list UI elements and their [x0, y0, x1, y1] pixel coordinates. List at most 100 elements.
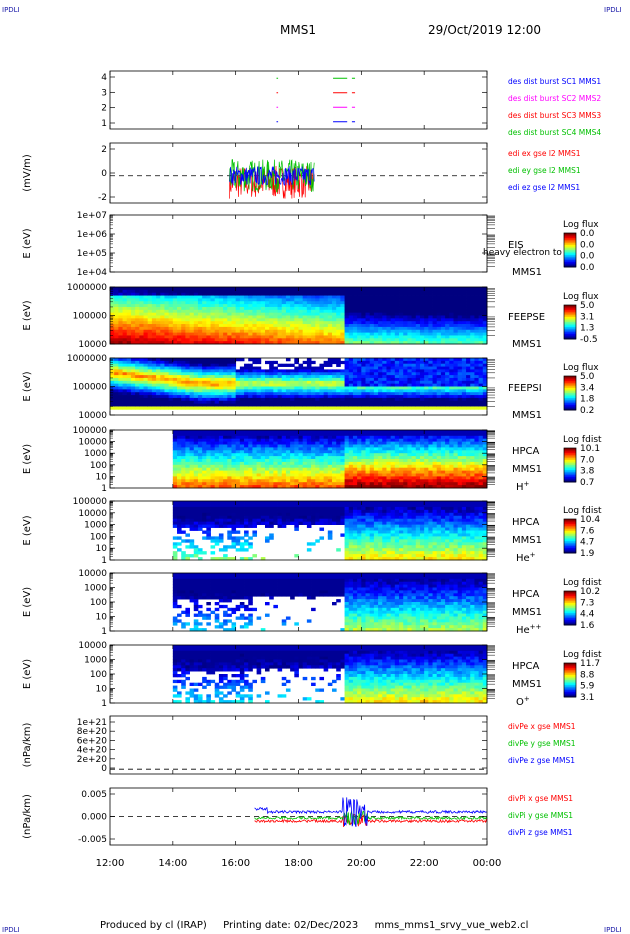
spectrogram-cell	[344, 338, 350, 342]
spectrogram-cell	[411, 292, 417, 296]
spectrogram-cell	[235, 318, 241, 322]
spectrogram-cell	[193, 392, 199, 396]
spectrogram-cell	[244, 375, 249, 379]
spectrogram-cell	[407, 395, 412, 399]
spectrogram-cell	[172, 377, 178, 382]
spectrogram-cell	[193, 482, 199, 486]
instrument-name: FEEPSE	[508, 312, 545, 323]
spectrogram-cell	[223, 332, 228, 336]
spectrogram-cell	[168, 304, 174, 308]
spectrogram-cell	[411, 338, 417, 342]
spectrogram-cell	[428, 470, 433, 474]
spectrogram-cell	[415, 435, 421, 440]
spectrogram-cell	[151, 309, 157, 314]
spectrogram-cell	[285, 403, 291, 407]
spectrogram-cell	[352, 435, 358, 440]
spectrogram-cell	[206, 329, 211, 333]
spectrogram-cell	[273, 482, 278, 486]
spectrogram-cell	[164, 397, 170, 402]
spectrogram-cell	[160, 375, 165, 379]
spectrogram-cell	[361, 476, 366, 480]
spectrogram-cell	[135, 395, 140, 399]
spectrogram-cell	[390, 315, 396, 319]
spectrogram-cell	[256, 366, 262, 370]
spectrogram-cell	[151, 292, 157, 296]
spectrogram-cell	[202, 312, 207, 316]
spectrogram-cell	[390, 435, 396, 440]
spectrogram-cell	[197, 332, 203, 336]
spectrogram-cell	[235, 482, 241, 486]
spectrogram-cell	[419, 372, 425, 376]
spectrogram-cell	[164, 318, 170, 322]
spectrogram-cell	[294, 321, 299, 325]
spectrogram-cell	[336, 383, 341, 387]
spectrogram-cell	[369, 287, 375, 291]
spectrogram-cell	[306, 329, 312, 333]
spectrogram-cell	[474, 321, 480, 325]
spectrogram-cell	[231, 341, 237, 345]
colorbar-tick-label: 3.4	[580, 383, 595, 393]
spectrogram-cell	[239, 432, 245, 437]
spectrogram-cell	[415, 375, 421, 379]
spectrogram-cell	[210, 467, 216, 471]
spectrogram-cell	[403, 459, 408, 463]
spectrogram-cell	[181, 476, 186, 480]
spectrogram-cell	[281, 438, 287, 442]
colorbar-cell	[564, 320, 576, 323]
spectrogram-cell	[399, 363, 404, 367]
spectrogram-cell	[474, 392, 480, 396]
spectrogram-cell	[189, 461, 195, 466]
spectrogram-cell	[130, 289, 136, 294]
spectrogram-cell	[315, 335, 320, 339]
spectrogram-cell	[160, 400, 165, 404]
spectrogram-cell	[143, 304, 149, 308]
spectrogram-cell	[419, 459, 425, 463]
spectrogram-cell	[323, 430, 329, 434]
spectrogram-cell	[453, 383, 459, 387]
spectrogram-cell	[352, 476, 358, 480]
spectrogram-cell	[177, 287, 182, 291]
spectrogram-cell	[235, 386, 241, 390]
spectrogram-cell	[130, 369, 136, 373]
spectrogram-cell	[139, 389, 144, 393]
spectrogram-cell	[210, 377, 216, 382]
spectrogram-cell	[348, 315, 354, 319]
spectrogram-cell	[348, 324, 354, 328]
spectrogram-cell	[419, 441, 425, 445]
spectrogram-cell	[269, 485, 274, 489]
spectrogram-cell	[319, 476, 325, 480]
spectrogram-cell	[193, 389, 199, 393]
spectrogram-cell	[336, 324, 341, 328]
spectrogram-cell	[428, 315, 433, 319]
spectrogram-cell	[403, 324, 408, 328]
spectrogram-cell	[466, 403, 471, 407]
spectrogram-cell	[445, 304, 450, 308]
spectrogram-cell	[294, 430, 299, 434]
spectrogram-cell	[365, 459, 371, 463]
spectrogram-cell	[139, 372, 144, 376]
spectrogram-cell	[156, 312, 161, 316]
spectrogram-cell	[168, 324, 174, 328]
spectrogram-cell	[151, 289, 157, 294]
spectrogram-cell	[172, 430, 178, 434]
spectrogram-cell	[260, 326, 266, 331]
spectrogram-cell	[419, 338, 425, 342]
spectrogram-cell	[285, 292, 291, 296]
spectrogram-cell	[290, 289, 295, 294]
spectrogram-cell	[327, 301, 333, 305]
spectrogram-cell	[126, 289, 132, 294]
spectrogram-cell	[399, 450, 404, 454]
spectrogram-cell	[210, 444, 216, 448]
spectrogram-cell	[273, 306, 278, 311]
spectrogram-cell	[470, 289, 475, 294]
spectrogram-cell	[218, 377, 224, 382]
spectrogram-cell	[264, 321, 270, 325]
spectrogram-cell	[156, 375, 161, 379]
spectrogram-cell	[394, 464, 400, 469]
spectrogram-cell	[252, 403, 258, 407]
spectrogram-cell	[181, 473, 186, 477]
spectrogram-cell	[319, 400, 325, 404]
spectrogram-cell	[306, 444, 312, 448]
spectrogram-cell	[290, 397, 295, 402]
spectrogram-cell	[218, 430, 224, 434]
